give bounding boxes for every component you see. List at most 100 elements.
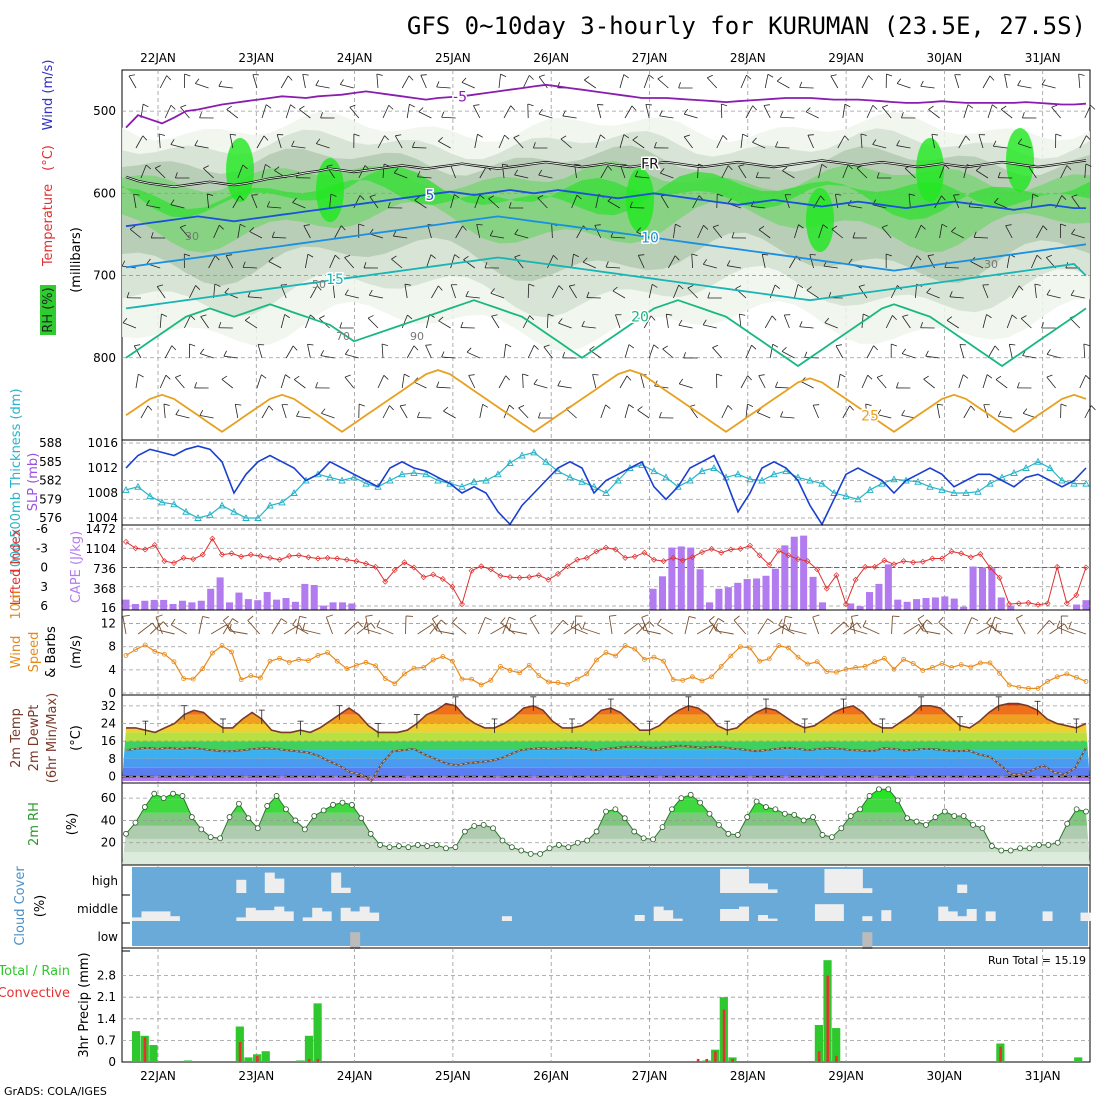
wind-barb bbox=[915, 225, 922, 239]
precip-convective-bar bbox=[714, 1051, 717, 1062]
wind-barb-flag bbox=[1078, 73, 1085, 76]
thickness-marker bbox=[242, 514, 250, 521]
cape-bar bbox=[922, 598, 930, 610]
wind-barb-flag bbox=[230, 133, 237, 136]
wind-barb bbox=[468, 375, 476, 389]
rh-marker bbox=[951, 813, 958, 819]
wind-barb bbox=[592, 374, 597, 389]
cloud-high-cell bbox=[957, 884, 968, 893]
wind-barb-flag bbox=[609, 614, 617, 617]
wind-barb-flag bbox=[882, 104, 889, 108]
cape-bar bbox=[818, 602, 826, 610]
precip-convective-bar bbox=[826, 975, 830, 1062]
wind-barb bbox=[334, 225, 342, 239]
wind-barb-flag bbox=[514, 229, 519, 235]
thickness-marker bbox=[122, 485, 130, 493]
y-tick-label: 368 bbox=[93, 582, 116, 596]
lifted-index-marker bbox=[535, 572, 542, 579]
wind-barb bbox=[923, 378, 935, 389]
wind-barb bbox=[915, 619, 928, 635]
wind-barb bbox=[345, 354, 359, 359]
wind-barb bbox=[1084, 164, 1087, 179]
wind-barb bbox=[382, 105, 390, 119]
wind-barb-flag bbox=[438, 136, 444, 142]
y-tick-label: 1.4 bbox=[97, 1012, 116, 1026]
wind-barb-flag bbox=[1017, 80, 1021, 86]
wind-barb-flag bbox=[558, 318, 563, 324]
wind-barb bbox=[818, 224, 824, 239]
wind-barb-flag bbox=[1016, 614, 1023, 619]
precip-total-label: Total / Rain bbox=[0, 964, 70, 979]
wind-barb-flag bbox=[339, 79, 344, 85]
wind-barb bbox=[122, 322, 137, 329]
wind-speed-marker bbox=[824, 669, 830, 674]
wind-barb bbox=[538, 174, 553, 179]
cloud-middle-cell bbox=[340, 907, 351, 921]
lifted-index-marker bbox=[372, 563, 379, 570]
lifted-index-marker bbox=[142, 546, 149, 553]
wind-barb-flag bbox=[218, 80, 222, 87]
wind-barb-flag bbox=[1020, 315, 1027, 319]
cape-bar bbox=[178, 600, 186, 610]
precip-convective-bar bbox=[722, 1009, 726, 1062]
wind-barb-flag bbox=[645, 104, 652, 106]
lifted-index-marker bbox=[334, 555, 341, 562]
lifted-index-marker bbox=[737, 545, 744, 552]
wind-barb-flag bbox=[623, 134, 630, 139]
lifted-index-marker bbox=[747, 542, 753, 549]
wind-barb-flag bbox=[226, 624, 231, 632]
wind-barb-flag bbox=[435, 623, 439, 631]
rh-marker bbox=[565, 844, 572, 851]
wind-barb bbox=[399, 405, 408, 419]
wind-speed-marker bbox=[1026, 685, 1031, 691]
cape-bar bbox=[743, 579, 751, 610]
rh-marker bbox=[621, 815, 628, 822]
rh-marker bbox=[471, 823, 478, 829]
temperature-contour bbox=[125, 299, 1087, 368]
precip-total-bar bbox=[304, 1035, 314, 1062]
rh-marker bbox=[1073, 806, 1080, 813]
wind-barb bbox=[547, 313, 549, 329]
precip-convective-bar bbox=[143, 1037, 147, 1062]
wind-barb-flag bbox=[1046, 374, 1053, 378]
lifted-index-marker bbox=[295, 552, 302, 559]
cape-bar bbox=[1082, 600, 1090, 610]
wind-speed-marker bbox=[949, 665, 954, 670]
rh-marker bbox=[527, 850, 534, 857]
temperature-contour bbox=[125, 256, 1087, 310]
wind-barb bbox=[954, 74, 960, 89]
wind-barb bbox=[637, 409, 650, 419]
wind-barb bbox=[501, 164, 505, 179]
precip-total-bar bbox=[832, 1028, 841, 1062]
thickness-marker bbox=[470, 477, 478, 485]
rh-marker bbox=[1036, 842, 1042, 848]
y-tick-label: 40 bbox=[101, 813, 116, 827]
wind-barb-flag bbox=[896, 140, 900, 146]
wind-speed-marker bbox=[862, 663, 868, 669]
wind-barb bbox=[1068, 627, 1087, 635]
wind-barb bbox=[733, 619, 747, 635]
wind-barb-flag bbox=[339, 322, 343, 329]
rh-marker bbox=[1007, 847, 1014, 854]
lifted-index-marker bbox=[699, 549, 705, 556]
wind-barb-flag bbox=[1046, 289, 1051, 296]
rh-marker bbox=[188, 814, 195, 820]
cloud-middle-cell bbox=[881, 910, 892, 921]
wind-barb bbox=[1046, 353, 1061, 359]
axis-label: Wind (m/s) bbox=[41, 60, 56, 131]
wind-barb bbox=[835, 345, 844, 359]
wind-barb bbox=[267, 206, 282, 209]
thickness-marker bbox=[218, 501, 226, 509]
wind-barb bbox=[982, 75, 991, 89]
lifted-index-marker bbox=[823, 585, 830, 592]
wind-barb bbox=[925, 355, 940, 359]
cape-bar bbox=[781, 545, 789, 610]
wind-speed-marker bbox=[200, 666, 206, 672]
cloud-high-cell bbox=[843, 869, 854, 893]
wind-barb-flag bbox=[400, 404, 407, 407]
cape-bar bbox=[122, 599, 130, 610]
wind-barb-flag bbox=[479, 194, 485, 199]
wind-barb bbox=[226, 109, 239, 119]
lifted-index-marker bbox=[766, 561, 773, 568]
